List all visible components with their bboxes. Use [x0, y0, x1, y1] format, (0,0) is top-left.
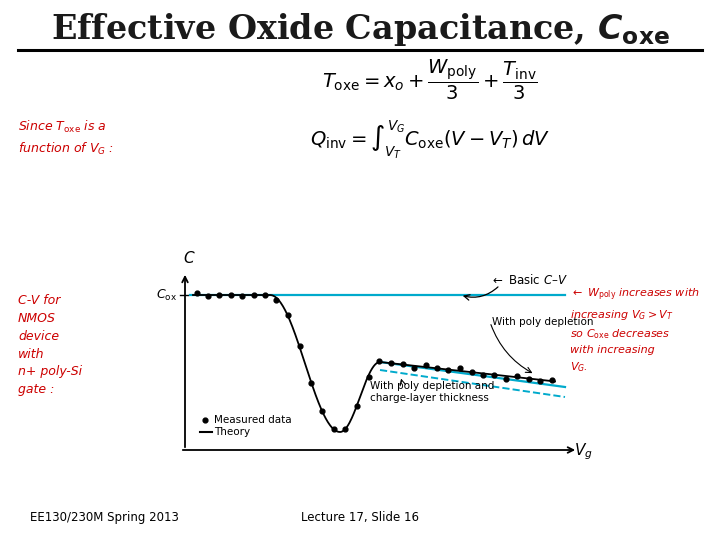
Text: $C_{\mathrm{ox}}$: $C_{\mathrm{ox}}$	[156, 287, 177, 302]
Point	[363, 373, 374, 381]
Point	[213, 291, 225, 299]
Point	[248, 291, 260, 299]
Text: $V_g$: $V_g$	[574, 442, 593, 462]
Point	[431, 364, 443, 373]
Point	[191, 289, 202, 298]
Text: Measured data: Measured data	[214, 415, 292, 425]
Text: Effective Oxide Capacitance, $\bfit{C}_{\mathbf{oxe}}$: Effective Oxide Capacitance, $\bfit{C}_{…	[50, 11, 670, 49]
Point	[328, 424, 340, 433]
Text: $Q_{\mathrm{inv}} = \int_{V_T}^{V_G} C_{\mathrm{oxe}}(V - V_T)\,dV$: $Q_{\mathrm{inv}} = \int_{V_T}^{V_G} C_{…	[310, 119, 550, 161]
Point	[316, 407, 328, 416]
Point	[488, 371, 500, 380]
Point	[523, 375, 535, 383]
Point	[454, 364, 466, 373]
Point	[385, 359, 397, 367]
Text: C-V for
NMOS
device
with
n+ poly-Si
gate :: C-V for NMOS device with n+ poly-Si gate…	[18, 294, 82, 396]
Point	[259, 291, 271, 299]
Point	[374, 357, 385, 366]
Text: With poly depletion and
charge-layer thickness: With poly depletion and charge-layer thi…	[370, 381, 495, 403]
Point	[340, 425, 351, 434]
Text: $C$: $C$	[183, 250, 195, 266]
Point	[282, 310, 294, 319]
Point	[202, 291, 213, 300]
Point	[420, 361, 431, 369]
Point	[443, 366, 454, 374]
Point	[477, 371, 489, 380]
Point	[305, 379, 317, 388]
Point	[546, 375, 558, 384]
Text: Since $T_{\mathrm{oxe}}$ is a
function of $V_G$ :: Since $T_{\mathrm{oxe}}$ is a function o…	[18, 119, 114, 157]
Text: $\leftarrow$ $W_{\mathrm{poly}}$ increases with
increasing $V_G > V_T$
so $C_{\m: $\leftarrow$ $W_{\mathrm{poly}}$ increas…	[570, 287, 700, 374]
Point	[294, 342, 305, 351]
Point	[408, 363, 420, 372]
Point	[511, 372, 523, 380]
Point	[535, 376, 546, 385]
Point	[397, 360, 408, 368]
Text: $\leftarrow$ Basic $C$–$V$: $\leftarrow$ Basic $C$–$V$	[490, 273, 568, 287]
Text: Theory: Theory	[214, 427, 250, 437]
Text: With poly depletion: With poly depletion	[492, 317, 593, 327]
Point	[237, 292, 248, 300]
Point	[351, 401, 363, 410]
Text: EE130/230M Spring 2013: EE130/230M Spring 2013	[30, 511, 179, 524]
Text: $T_{\mathrm{oxe}} = x_o + \dfrac{W_{\mathrm{poly}}}{3} + \dfrac{T_{\mathrm{inv}}: $T_{\mathrm{oxe}} = x_o + \dfrac{W_{\mat…	[322, 58, 538, 102]
Point	[466, 368, 477, 376]
Point	[271, 295, 282, 304]
Point	[199, 416, 211, 424]
Point	[500, 374, 511, 383]
Point	[225, 290, 236, 299]
Text: Lecture 17, Slide 16: Lecture 17, Slide 16	[301, 511, 419, 524]
